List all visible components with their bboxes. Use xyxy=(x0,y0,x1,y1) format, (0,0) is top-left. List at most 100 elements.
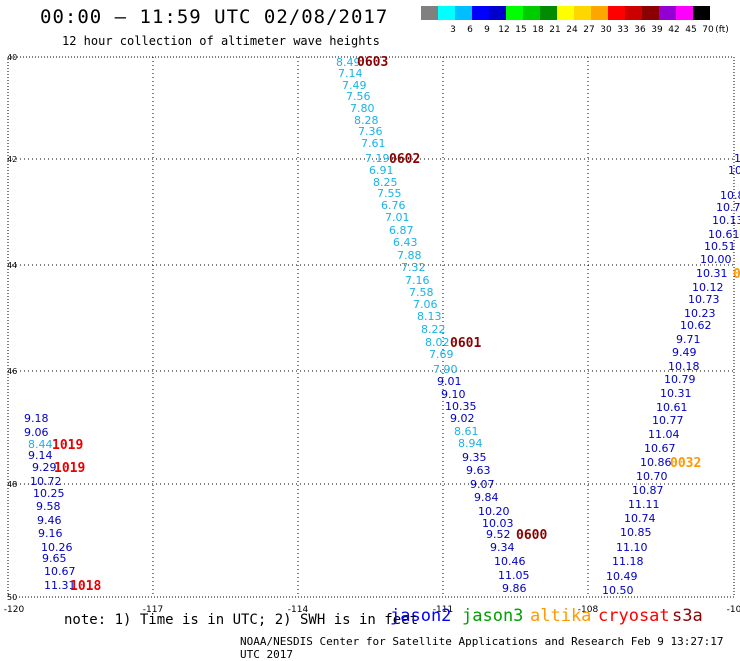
map-frame xyxy=(7,56,735,598)
wave-height-value: 10.46 xyxy=(494,555,526,568)
wave-height-value: 10.67 xyxy=(44,565,76,578)
wave-height-value: 7.49 xyxy=(342,79,367,92)
colorbar-bin-8 xyxy=(557,6,574,20)
legend-cryosat: cryosat xyxy=(598,606,670,626)
colorbar-bin-9 xyxy=(574,6,591,20)
wave-height-value: 10.72 xyxy=(30,475,62,488)
wave-height-value: 9.35 xyxy=(462,451,487,464)
wave-height-value: 9.10 xyxy=(441,388,466,401)
wave-height-value: 9.86 xyxy=(502,582,527,595)
wave-height-value: 9.52 xyxy=(486,528,511,541)
wave-height-value: 8.13 xyxy=(417,310,442,323)
wave-height-value: 8.61 xyxy=(454,425,479,438)
wave-height-value: 6.87 xyxy=(389,224,414,237)
colorbar-label-21: 21 xyxy=(549,25,560,35)
colorbar-bin-12 xyxy=(625,6,642,20)
wave-height-value: 10.87 xyxy=(632,484,664,497)
wave-height-value: 10.31 xyxy=(660,387,692,400)
colorbar-label-33: 33 xyxy=(617,25,628,35)
wave-height-value: 9.58 xyxy=(36,500,61,513)
wave-height-value: 9.84 xyxy=(474,491,499,504)
lat-tick-label: 44 xyxy=(7,261,17,270)
colorbar-bin-0 xyxy=(421,6,438,20)
pass-time-label: 0602 xyxy=(389,152,420,167)
wave-height-value: 8.44 xyxy=(28,438,53,451)
wave-height-value: 10.03 xyxy=(482,517,514,530)
wave-height-value: 10.86 xyxy=(640,456,672,469)
wave-height-value: 7.69 xyxy=(429,348,454,361)
wave-height-value: 7.88 xyxy=(397,249,422,262)
lon-tick-label: -120 xyxy=(4,605,25,615)
wave-height-value: 9.06 xyxy=(24,426,49,439)
colorbar-bin-16 xyxy=(693,6,710,20)
wave-height-value: 10.67 xyxy=(644,442,676,455)
colorbar-bin-10 xyxy=(591,6,608,20)
wave-height-value: 7.36 xyxy=(358,125,383,138)
wave-height-value: 9.14 xyxy=(28,449,53,462)
wave-height-value: 8.25 xyxy=(373,176,398,189)
wave-height-value: 10.61 xyxy=(708,228,740,241)
wave-height-value: 8.28 xyxy=(354,114,379,127)
wave-height-value: 7.19 xyxy=(365,152,390,165)
wave-height-value: 10.26 xyxy=(41,541,73,554)
wave-height-value: 9.02 xyxy=(450,412,475,425)
wave-height-value: 9.49 xyxy=(672,346,697,359)
wave-height-value: 10.49 xyxy=(606,570,638,583)
legend-s3a: s3a xyxy=(672,606,703,626)
lat-tick-label: 40 xyxy=(7,53,17,62)
wave-height-value: 9.18 xyxy=(24,412,49,425)
wave-height-value: 10.20 xyxy=(478,505,510,518)
wave-height-value: 6.91 xyxy=(369,164,394,177)
legend-jason3: jason3 xyxy=(462,606,524,626)
wave-height-value: 7.61 xyxy=(361,137,386,150)
wave-height-value: 10.51 xyxy=(704,240,736,253)
colorbar-label-15: 15 xyxy=(515,25,526,35)
colorbar-label-3: 3 xyxy=(450,25,456,35)
colorbar-bin-7 xyxy=(540,6,557,20)
colorbar-label-36: 36 xyxy=(634,25,646,35)
wave-height-value: 7.58 xyxy=(409,286,434,299)
colorbar-label-42: 42 xyxy=(668,25,679,35)
pass-time-label: 0603 xyxy=(357,55,388,70)
map-subtitle: 12 hour collection of altimeter wave hei… xyxy=(62,34,380,48)
colorbar-bin-11 xyxy=(608,6,625,20)
wave-height-value: 7.56 xyxy=(346,90,371,103)
wave-height-value: 10.00 xyxy=(700,253,732,266)
wave-height-value: 8.22 xyxy=(421,323,446,336)
pass-time-label: 1019 xyxy=(52,438,83,453)
wave-height-value: 10.31 xyxy=(696,267,728,280)
wave-height-value: 10.25 xyxy=(33,487,65,500)
colorbar-bin-14 xyxy=(659,6,676,20)
wave-height-value: 10.8 xyxy=(720,189,740,202)
wave-height-value: 6.43 xyxy=(393,236,418,249)
colorbar-label-27: 27 xyxy=(583,25,594,35)
wave-height-value: 9.63 xyxy=(466,464,491,477)
pass-time-label: 0 xyxy=(733,267,740,282)
wave-height-value: 8.94 xyxy=(458,437,483,450)
wave-height-value: 10.77 xyxy=(652,414,684,427)
lon-tick-label: -111 xyxy=(433,605,453,615)
wave-height-value: 10.23 xyxy=(684,307,716,320)
wave-height-value: 11.05 xyxy=(498,569,530,582)
wave-height-value: 11.31 xyxy=(44,579,76,592)
colorbar-label-24: 24 xyxy=(566,25,578,35)
colorbar-unit: (ft) xyxy=(715,25,729,35)
colorbar-bin-1 xyxy=(438,6,455,20)
colorbar-bin-4 xyxy=(489,6,506,20)
wave-height-value: 10.12 xyxy=(692,281,724,294)
wave-height-value: 7.55 xyxy=(377,187,402,200)
wave-height-value: 9.29 xyxy=(32,461,57,474)
wave-height-value: 10.70 xyxy=(636,470,668,483)
wave-height-value: 11.11 xyxy=(628,498,660,511)
wave-height-value: 10.7 xyxy=(716,201,740,214)
colorbar-label-12: 12 xyxy=(498,25,509,35)
wave-height-value: 11.18 xyxy=(612,555,644,568)
wave-height-value: 7.06 xyxy=(413,298,438,311)
colorbar-label-39: 39 xyxy=(651,25,663,35)
wave-height-value: 7.16 xyxy=(405,274,430,287)
wave-height-value: 9.01 xyxy=(437,375,462,388)
pass-time-label: 0032 xyxy=(670,456,701,471)
lon-tick-label: -117 xyxy=(143,605,163,615)
legend-jason2: jason2 xyxy=(390,606,452,626)
